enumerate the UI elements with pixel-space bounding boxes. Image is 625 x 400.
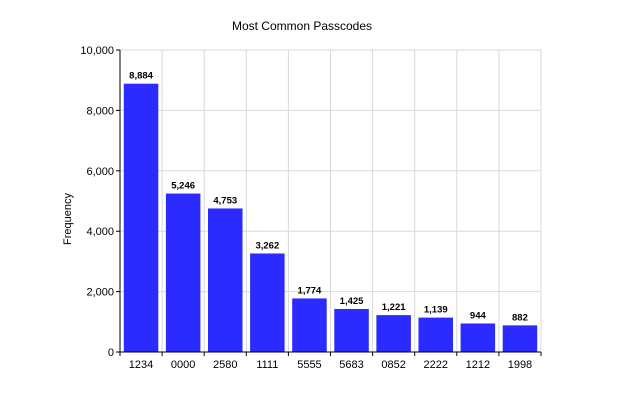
x-tick-label: 5555 [297,359,321,371]
data-label: 1,425 [340,296,364,307]
x-tick-label: 0000 [171,359,195,371]
data-label: 5,246 [171,181,195,192]
bar [460,323,496,352]
data-label: 3,262 [255,240,279,251]
x-tick-label: 1234 [129,359,153,371]
y-tick-label: 8,000 [86,105,114,117]
data-label: 882 [512,312,528,323]
x-tick-label: 2222 [424,359,448,371]
y-tick-label: 6,000 [86,166,114,178]
grid-lines [119,49,542,353]
bar [250,253,285,352]
x-axis-ticks: 1234 0000 2580 1111 5555 5683 0852 2222 1212 1998 [119,352,542,371]
y-tick-label: 0 [108,347,114,359]
bars [123,83,538,353]
bar [502,325,538,352]
y-tick-label: 2,000 [86,287,114,299]
data-label: 1,221 [382,302,406,313]
data-label: 8,884 [129,71,153,82]
bar [165,193,201,352]
bar [207,208,243,352]
bar [292,298,327,352]
bar [334,308,369,352]
bar [418,317,454,352]
y-axis-label: Frequency [62,193,74,245]
data-labels: 8,884 5,246 4,753 3,262 1,774 1,425 1,221 1,139… [129,71,528,324]
x-tick-label: 1212 [466,359,490,371]
x-tick-label: 1111 [256,359,278,371]
y-tick-label: 10,000 [80,45,114,57]
chart-title: Most Common Passcodes [232,19,372,33]
bar [123,83,159,353]
x-tick-label: 5683 [339,359,363,371]
data-label: 4,753 [213,195,237,206]
x-tick-label: 2580 [213,359,237,371]
data-label: 1,774 [298,285,322,296]
bar [376,315,411,352]
y-tick-label: 4,000 [86,226,114,238]
data-label: 1,139 [424,305,448,316]
x-tick-label: 0852 [381,359,405,371]
y-axis-ticks: 0 2,000 4,000 6,000 8,000 10,000 [80,45,120,359]
x-tick-label: 1998 [508,359,532,371]
axes [119,50,541,353]
data-label: 944 [470,310,487,321]
